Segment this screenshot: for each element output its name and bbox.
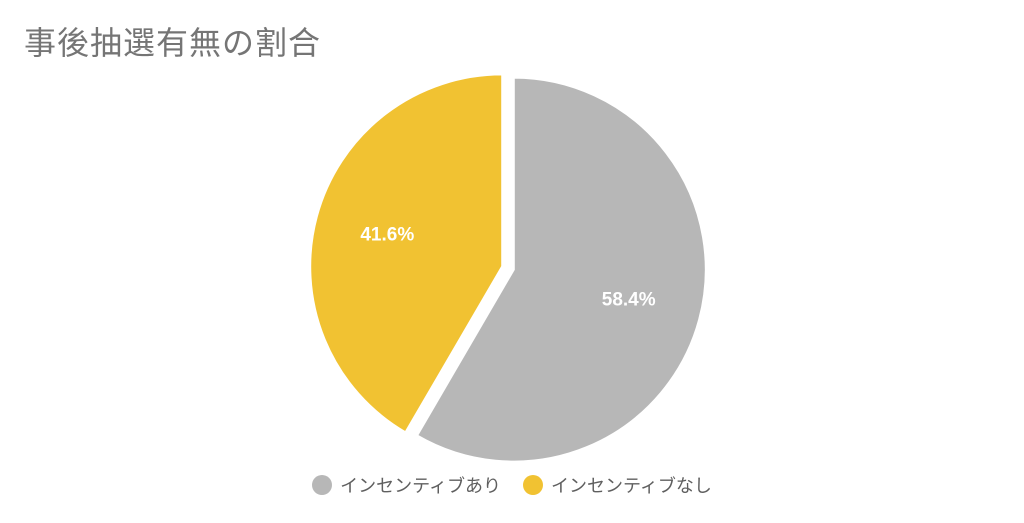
legend-item-incentive-yes[interactable]: インセンティブあり xyxy=(312,472,501,498)
legend-item-incentive-no[interactable]: インセンティブなし xyxy=(523,472,712,498)
legend-swatch-incentive-yes xyxy=(312,475,333,495)
slice-label-incentive-no: 41.6% xyxy=(360,224,414,245)
legend: インセンティブあり インセンティブなし xyxy=(0,472,1024,498)
chart-title: 事後抽選有無の割合 xyxy=(24,24,322,62)
pie-slice-incentive-yes[interactable] xyxy=(415,76,707,463)
pie-slice-incentive-no[interactable] xyxy=(309,73,504,434)
legend-swatch-incentive-no xyxy=(523,475,543,495)
legend-label-incentive-no: インセンティブなし xyxy=(551,476,712,497)
slice-label-incentive-yes: 58.4% xyxy=(602,290,656,311)
legend-label-incentive-yes: インセンティブあり xyxy=(340,476,501,497)
